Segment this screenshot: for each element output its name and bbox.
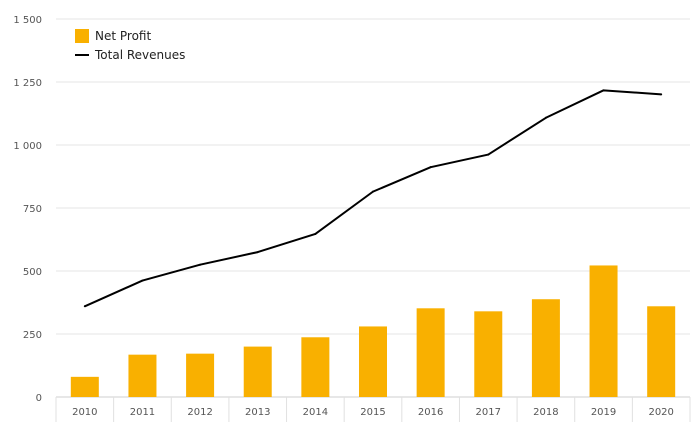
- y-tick-label: 750: [23, 204, 42, 215]
- net-profit-bar: [70, 376, 99, 397]
- x-tick-label: 2014: [303, 407, 328, 418]
- net-profit-bar: [416, 308, 445, 397]
- net-profit-bar: [589, 265, 618, 397]
- legend-label-total-revenues: Total Revenues: [94, 48, 185, 62]
- net-profit-bar: [474, 311, 503, 397]
- y-tick-label: 1 000: [13, 141, 42, 152]
- x-tick-label: 2016: [418, 407, 443, 418]
- grid-lines: [56, 18, 690, 335]
- x-tick-label: 2019: [591, 407, 616, 418]
- x-tick-label: 2011: [130, 407, 155, 418]
- x-axis-ticks: 2010 2011 2012 2013 2014 2015 2016 2017 2018 2019…: [72, 407, 674, 418]
- net-profit-bar: [186, 353, 215, 397]
- legend: Net Profit Total Revenues: [75, 29, 185, 62]
- net-profit-bar: [531, 299, 560, 397]
- y-tick-label: 1 500: [13, 15, 42, 26]
- y-axis-ticks: 0 250 500 750 1 000 1 250 1 500: [13, 15, 42, 404]
- y-tick-label: 0: [36, 393, 42, 404]
- total-revenues-point: [256, 251, 259, 254]
- y-tick-label: 500: [23, 267, 42, 278]
- total-revenues-point: [141, 279, 144, 282]
- legend-label-net-profit: Net Profit: [95, 29, 151, 43]
- total-revenues-point: [199, 263, 202, 266]
- x-tick-label: 2015: [360, 407, 385, 418]
- y-tick-label: 1 250: [13, 78, 42, 89]
- x-tick-label: 2020: [648, 407, 673, 418]
- net-profit-bar: [301, 337, 330, 397]
- net-profit-bar: [359, 326, 387, 397]
- total-revenues-line: [84, 89, 662, 308]
- x-tick-label: 2013: [245, 407, 270, 418]
- net-profit-bar: [243, 346, 272, 397]
- total-revenues-point: [429, 166, 432, 169]
- total-revenues-point: [487, 153, 490, 156]
- x-tick-label: 2017: [476, 407, 501, 418]
- total-revenues-line-group: [83, 89, 663, 308]
- x-tick-label: 2018: [533, 407, 558, 418]
- total-revenues-point: [544, 116, 547, 119]
- total-revenues-point: [83, 305, 86, 308]
- total-revenues-point: [372, 190, 374, 193]
- total-revenues-point: [660, 93, 663, 96]
- net-profit-bar: [647, 306, 676, 397]
- net-profit-bar: [128, 354, 157, 397]
- y-tick-label: 250: [23, 330, 42, 341]
- total-revenues-point: [314, 232, 317, 235]
- legend-swatch-net-profit: [75, 29, 89, 43]
- total-revenues-point: [602, 89, 605, 92]
- x-tick-label: 2010: [72, 407, 97, 418]
- net-profit-bars: [70, 265, 676, 397]
- x-tick-label: 2012: [187, 407, 212, 418]
